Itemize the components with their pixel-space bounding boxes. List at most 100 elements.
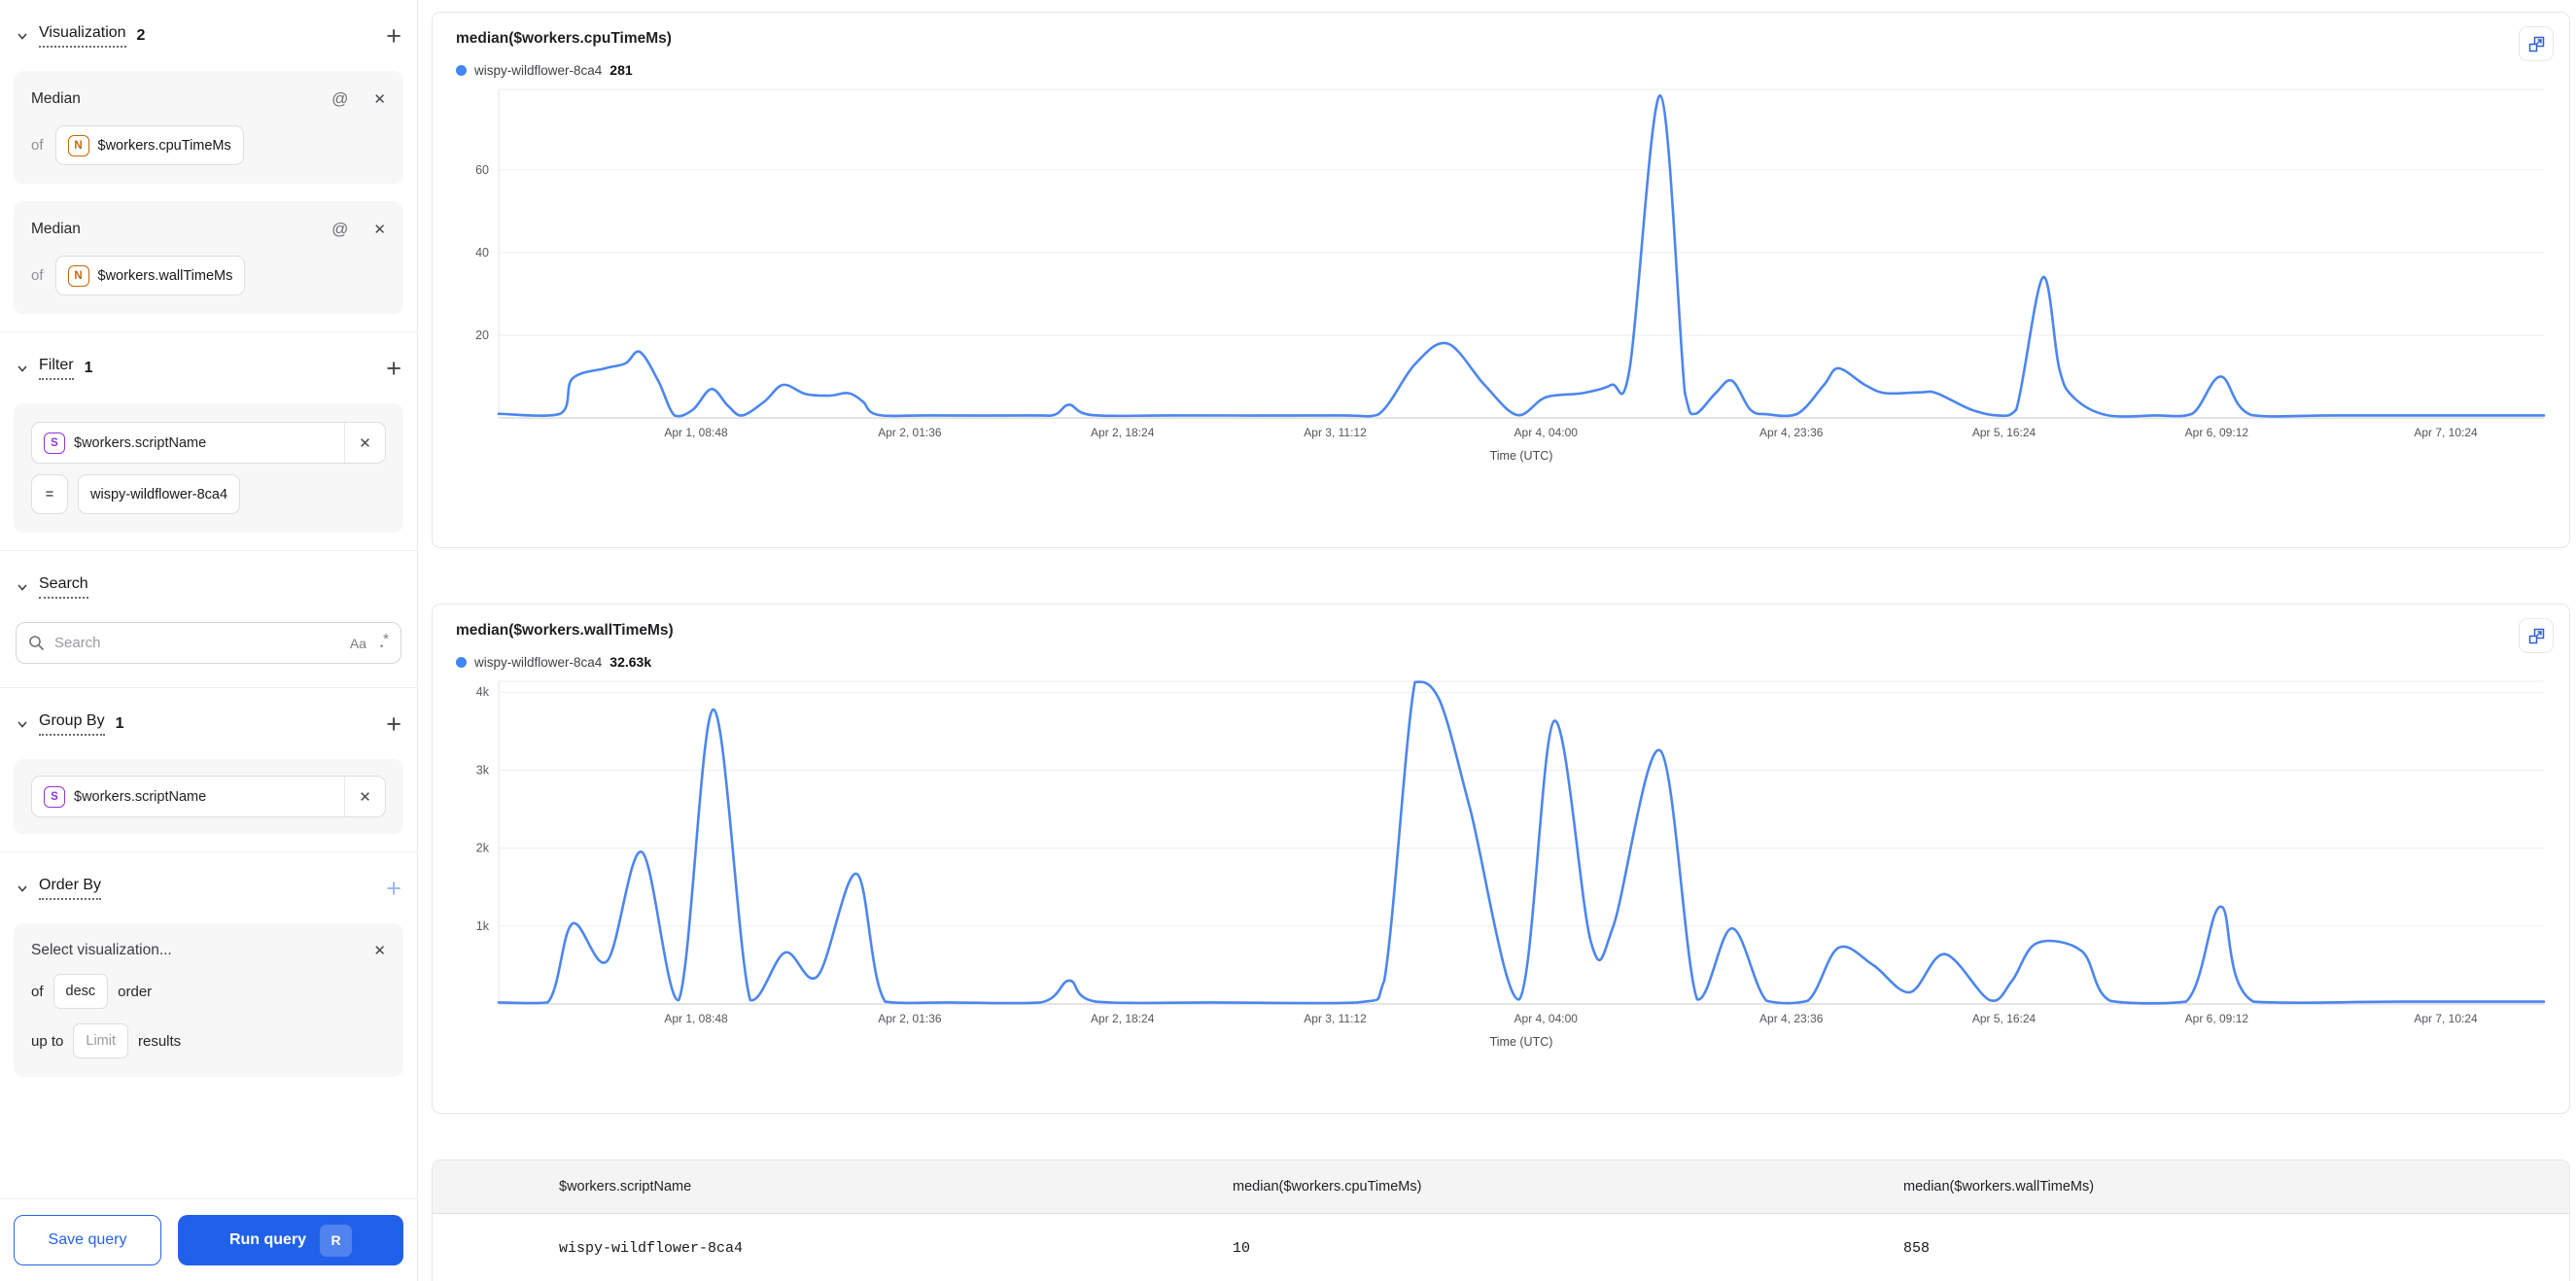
chart-card-cpu: median($workers.cpuTimeMs) wispy-wildflo… (432, 12, 2570, 548)
filter-field-name: $workers.scriptName (74, 434, 207, 451)
series-value: 281 (609, 62, 633, 78)
svg-text:Apr 4, 23:36: Apr 4, 23:36 (1759, 426, 1824, 439)
cpu-time-line-chart[interactable]: 20 40 60 Apr 1, 08:48 Apr 2, 01:36 Apr 2, 18:… (444, 84, 2558, 467)
filter-field-select[interactable]: S $workers.scriptName ✕ (31, 422, 386, 464)
field-name: $workers.wallTimeMs (97, 267, 233, 284)
series-dot-icon (456, 64, 467, 76)
string-type-icon: S (44, 785, 65, 808)
chart-card-wall: median($workers.wallTimeMs) wispy-wildfl… (432, 604, 2570, 1114)
section-order-by: Order By + Select visualization... ✕ of … (0, 851, 417, 1094)
section-filter: Filter 1 + S $workers.scriptName ✕ = (0, 331, 417, 550)
svg-text:Apr 6, 09:12: Apr 6, 09:12 (2185, 426, 2249, 439)
expand-chart-button[interactable] (2519, 26, 2554, 61)
chevron-down-icon[interactable] (16, 882, 29, 895)
add-order-by-button[interactable]: + (386, 874, 401, 903)
section-title-order-by[interactable]: Order By (39, 877, 102, 900)
series-name: wispy-wildflower-8ca4 (474, 62, 603, 78)
run-shortcut-key: R (320, 1224, 353, 1257)
run-query-button[interactable]: Run query R (178, 1215, 403, 1265)
chevron-down-icon[interactable] (16, 717, 29, 731)
section-title-search[interactable]: Search (39, 575, 88, 599)
cell-script-name: wispy-wildflower-8ca4 (559, 1239, 744, 1257)
expand-chart-button[interactable] (2519, 618, 2554, 653)
match-case-icon[interactable]: Aa (349, 635, 366, 651)
chart-legend[interactable]: wispy-wildflower-8ca4 281 (444, 62, 2558, 78)
expand-icon (2528, 36, 2544, 52)
column-header-wall[interactable]: median($workers.wallTimeMs) (1903, 1179, 2095, 1194)
svg-text:Apr 2, 01:36: Apr 2, 01:36 (878, 426, 942, 439)
number-type-icon: N (67, 134, 89, 156)
order-direction-select[interactable]: desc (52, 974, 109, 1009)
svg-text:2k: 2k (476, 842, 490, 855)
svg-text:Apr 2, 18:24: Apr 2, 18:24 (1091, 1012, 1155, 1025)
remove-order-by-icon[interactable]: ✕ (373, 943, 386, 959)
remove-filter-icon[interactable]: ✕ (344, 423, 385, 463)
series-value: 32.63k (609, 654, 652, 670)
svg-text:Apr 5, 16:24: Apr 5, 16:24 (1972, 1012, 2036, 1025)
regex-icon[interactable]: ▪* (379, 631, 389, 651)
svg-text:Apr 2, 18:24: Apr 2, 18:24 (1091, 426, 1155, 439)
svg-text:Apr 2, 01:36: Apr 2, 01:36 (878, 1012, 942, 1025)
series-name: wispy-wildflower-8ca4 (474, 654, 603, 670)
svg-text:Apr 3, 11:12: Apr 3, 11:12 (1304, 426, 1367, 439)
results-table: $workers.scriptName median($workers.cpuT… (432, 1160, 2570, 1281)
sidebar-footer: Save query Run query R (0, 1198, 417, 1281)
svg-text:Apr 4, 04:00: Apr 4, 04:00 (1514, 1012, 1579, 1025)
svg-text:Apr 4, 04:00: Apr 4, 04:00 (1514, 426, 1579, 439)
svg-text:20: 20 (475, 329, 489, 342)
alias-at-icon[interactable]: @ (331, 89, 349, 108)
column-header-cpu[interactable]: median($workers.cpuTimeMs) (1233, 1179, 1422, 1194)
cell-cpu: 10 (1233, 1239, 1251, 1257)
save-query-button[interactable]: Save query (14, 1215, 161, 1265)
chart-title: median($workers.wallTimeMs) (456, 622, 674, 639)
of-label: of (31, 137, 44, 154)
results-table-header: $workers.scriptName median($workers.cpuT… (433, 1160, 2569, 1214)
field-name: $workers.cpuTimeMs (97, 137, 231, 154)
group-by-card: S $workers.scriptName ✕ (14, 759, 403, 834)
field-select-cpu[interactable]: N $workers.cpuTimeMs (54, 125, 244, 165)
group-by-count: 1 (115, 715, 124, 732)
svg-text:Apr 6, 09:12: Apr 6, 09:12 (2185, 1012, 2249, 1025)
group-by-field-select[interactable]: S $workers.scriptName ✕ (31, 776, 386, 817)
section-group-by: Group By 1 + S $workers.scriptName ✕ (0, 687, 417, 851)
chart-legend[interactable]: wispy-wildflower-8ca4 32.63k (444, 654, 2558, 670)
wall-time-line-chart[interactable]: 1k 2k 3k 4k Apr 1, 08:48 Apr 2, 01:36 Apr 2, 1… (444, 675, 2558, 1053)
table-row[interactable]: wispy-wildflower-8ca4 10 858 (433, 1214, 2569, 1281)
chevron-down-icon[interactable] (16, 362, 29, 375)
section-title-group-by[interactable]: Group By (39, 712, 105, 736)
visualization-card-cpu: Median @ ✕ of N $workers.cpuTimeMs (14, 71, 403, 184)
visualization-count: 2 (136, 27, 146, 44)
alias-at-icon[interactable]: @ (331, 220, 349, 238)
run-query-label: Run query (228, 1231, 307, 1248)
group-by-field-name: $workers.scriptName (74, 788, 207, 805)
remove-visualization-icon[interactable]: ✕ (373, 91, 386, 108)
add-visualization-button[interactable]: + (386, 21, 401, 51)
cell-wall: 858 (1903, 1239, 1931, 1257)
results-label: results (138, 1032, 182, 1050)
add-filter-button[interactable]: + (386, 354, 401, 383)
svg-text:1k: 1k (476, 919, 490, 933)
order-by-visualization-select[interactable]: Select visualization... (31, 942, 172, 958)
search-box: Aa ▪* (16, 622, 401, 664)
limit-input[interactable]: Limit (73, 1023, 128, 1058)
add-group-by-button[interactable]: + (386, 710, 401, 739)
svg-text:Apr 4, 23:36: Apr 4, 23:36 (1759, 1012, 1824, 1025)
aggregation-label[interactable]: Median (31, 90, 81, 107)
aggregation-label[interactable]: Median (31, 221, 81, 237)
remove-visualization-icon[interactable]: ✕ (373, 222, 386, 238)
column-header-script-name[interactable]: $workers.scriptName (559, 1179, 692, 1194)
field-select-wall[interactable]: N $workers.wallTimeMs (54, 256, 246, 295)
svg-text:Time (UTC): Time (UTC) (1490, 449, 1553, 463)
section-title-filter[interactable]: Filter (39, 357, 74, 380)
svg-text:Time (UTC): Time (UTC) (1490, 1035, 1553, 1049)
chevron-down-icon[interactable] (16, 29, 29, 43)
search-input[interactable] (54, 635, 336, 651)
filter-operator-select[interactable]: = (31, 474, 68, 514)
chevron-down-icon[interactable] (16, 580, 29, 594)
order-label: order (118, 983, 153, 1000)
remove-group-by-icon[interactable]: ✕ (344, 777, 385, 816)
section-title-visualization[interactable]: Visualization (39, 24, 126, 48)
filter-value-select[interactable]: wispy-wildflower-8ca4 (78, 474, 241, 514)
svg-text:Apr 1, 08:48: Apr 1, 08:48 (664, 426, 728, 439)
